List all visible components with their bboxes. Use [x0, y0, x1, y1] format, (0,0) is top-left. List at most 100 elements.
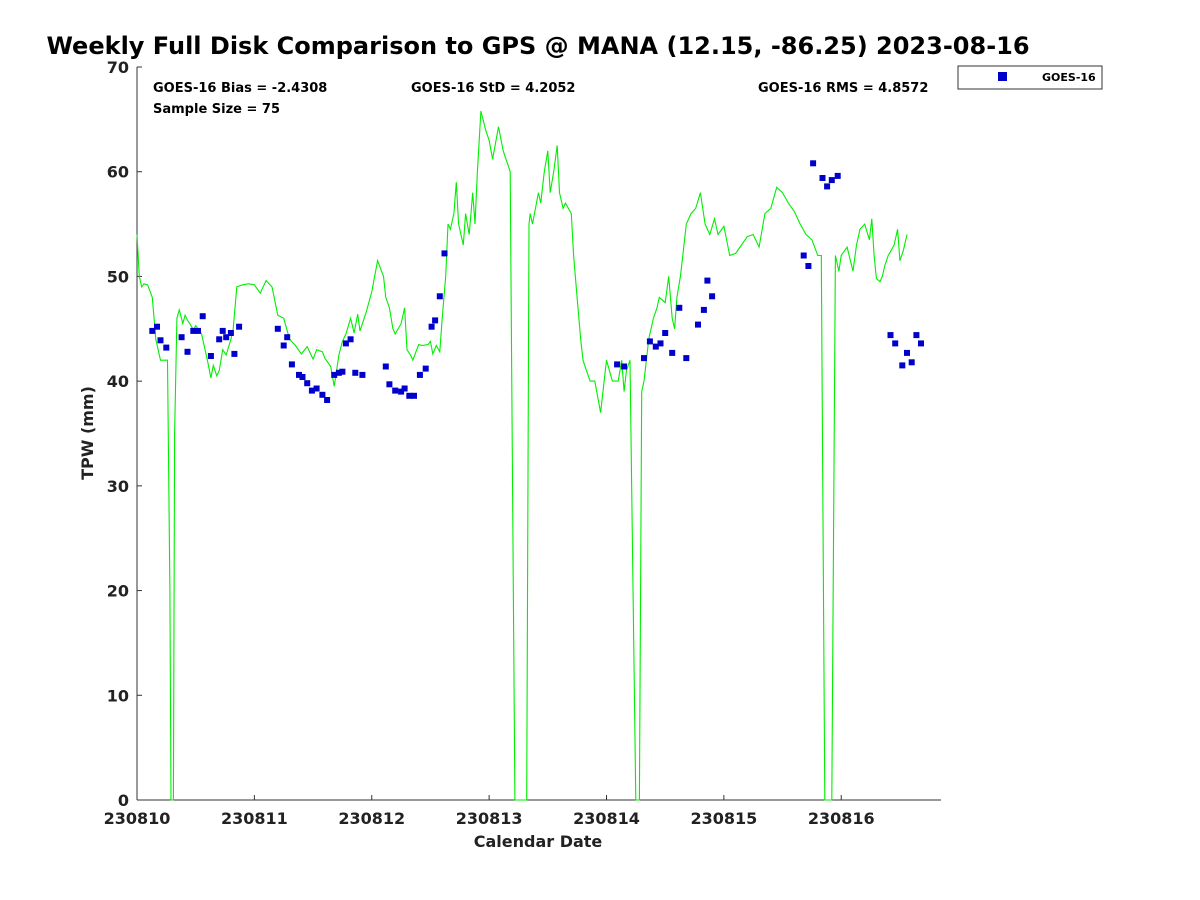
x-tick-label: 230813: [456, 809, 523, 828]
goes16-point: [227, 330, 234, 336]
goes16-point: [709, 293, 716, 300]
goes16-point: [149, 327, 156, 334]
goes16-point: [406, 392, 413, 399]
stat-bias: GOES-16 Bias = -2.4308: [153, 81, 327, 96]
chart-title: Weekly Full Disk Comparison to GPS @ MAN…: [46, 32, 1029, 60]
goes16-point: [892, 340, 899, 347]
goes16-point: [662, 330, 669, 336]
goes16-point: [386, 381, 393, 388]
goes16-point: [428, 323, 435, 330]
goes16-point: [805, 263, 812, 269]
goes16-point: [913, 332, 920, 339]
goes16-point: [918, 340, 924, 347]
goes16-point: [899, 362, 906, 369]
goes16-point: [819, 175, 826, 181]
goes16-point: [216, 336, 223, 343]
goes16-point: [352, 369, 359, 376]
plot-area: [136, 67, 941, 801]
goes16-point: [219, 327, 226, 334]
y-tick-label: 70: [107, 58, 129, 77]
goes16-point: [339, 368, 346, 375]
x-tick-label: 230814: [573, 809, 640, 828]
goes16-point: [704, 277, 711, 284]
goes16-point: [695, 321, 701, 328]
goes16-point: [392, 387, 399, 394]
goes16-point: [154, 323, 160, 330]
x-axis-label: Calendar Date: [474, 832, 603, 851]
legend-marker-goes16: [998, 72, 1007, 81]
goes16-point: [359, 371, 366, 378]
goes16-point: [800, 252, 807, 259]
goes16-point: [324, 397, 331, 403]
legend-box: [957, 65, 1103, 90]
goes16-point: [163, 344, 170, 351]
stat-std: GOES-16 StD = 4.2052: [411, 81, 575, 96]
stat-sample-size: Sample Size = 75: [153, 102, 280, 117]
goes16-point: [313, 385, 320, 392]
goes16-point: [669, 349, 676, 356]
y-tick-label: 10: [107, 686, 129, 705]
goes16-point: [382, 363, 389, 370]
goes16-point: [288, 361, 295, 368]
goes16-point: [296, 371, 302, 378]
goes16-point: [195, 327, 201, 334]
goes16-point: [157, 337, 164, 344]
goes16-point: [319, 391, 326, 398]
goes16-point: [223, 334, 230, 341]
goes16-point: [676, 304, 683, 311]
goes16-point: [299, 374, 306, 380]
goes16-point: [304, 380, 311, 387]
goes16-point: [342, 340, 349, 347]
goes16-point: [199, 313, 206, 320]
y-axis-label: TPW (mm): [78, 386, 97, 480]
goes16-point: [646, 338, 653, 345]
y-tick-label: 0: [118, 791, 129, 810]
x-tick-label: 230812: [338, 809, 405, 828]
x-tick-label: 230816: [808, 809, 875, 828]
stat-rms: GOES-16 RMS = 4.8572: [758, 81, 928, 96]
goes16-point: [335, 369, 342, 376]
x-tick-label: 230810: [104, 809, 171, 828]
gps-line: [136, 110, 908, 801]
goes16-point: [280, 342, 287, 349]
goes16-point: [904, 349, 910, 356]
goes16-point: [284, 334, 291, 341]
y-tick-label: 20: [107, 582, 129, 601]
goes16-point: [810, 160, 817, 167]
x-tick-label: 230815: [690, 809, 757, 828]
goes16-point: [683, 355, 690, 362]
y-tick-label: 50: [107, 267, 129, 286]
goes16-point: [411, 392, 417, 399]
legend-label-goes16: GOES-16: [1042, 71, 1096, 84]
goes16-point: [231, 350, 238, 357]
y-tick-label: 30: [107, 477, 129, 496]
goes16-point: [441, 250, 448, 257]
goes16-point: [331, 371, 338, 378]
goes16-point: [657, 340, 664, 347]
goes16-point: [828, 177, 835, 184]
goes16-point: [274, 325, 281, 332]
goes16-point: [347, 336, 354, 343]
goes16-point: [614, 361, 621, 368]
goes16-point: [416, 371, 423, 378]
x-axis-ticks: 230810 230811 230812 230813 230814 230815 2308…: [104, 795, 875, 828]
y-tick-label: 60: [107, 163, 129, 182]
goes16-point: [436, 293, 443, 300]
gps-line-series: [136, 110, 908, 801]
legend: GOES-16: [957, 65, 1103, 90]
goes16-point: [432, 317, 439, 324]
goes16-point: [422, 365, 429, 372]
goes16-point: [401, 385, 408, 392]
goes16-point: [178, 334, 185, 341]
goes16-point: [190, 327, 197, 334]
goes16-point: [641, 355, 647, 362]
y-axis-ticks: 0 10 20 30 40 50 60 70: [107, 58, 142, 810]
y-tick-label: 40: [107, 372, 129, 391]
goes16-point: [652, 343, 659, 350]
goes16-point: [398, 388, 405, 395]
goes16-point: [824, 183, 831, 190]
goes16-point: [236, 323, 243, 330]
goes16-point: [834, 172, 841, 179]
goes16-point: [621, 363, 628, 370]
